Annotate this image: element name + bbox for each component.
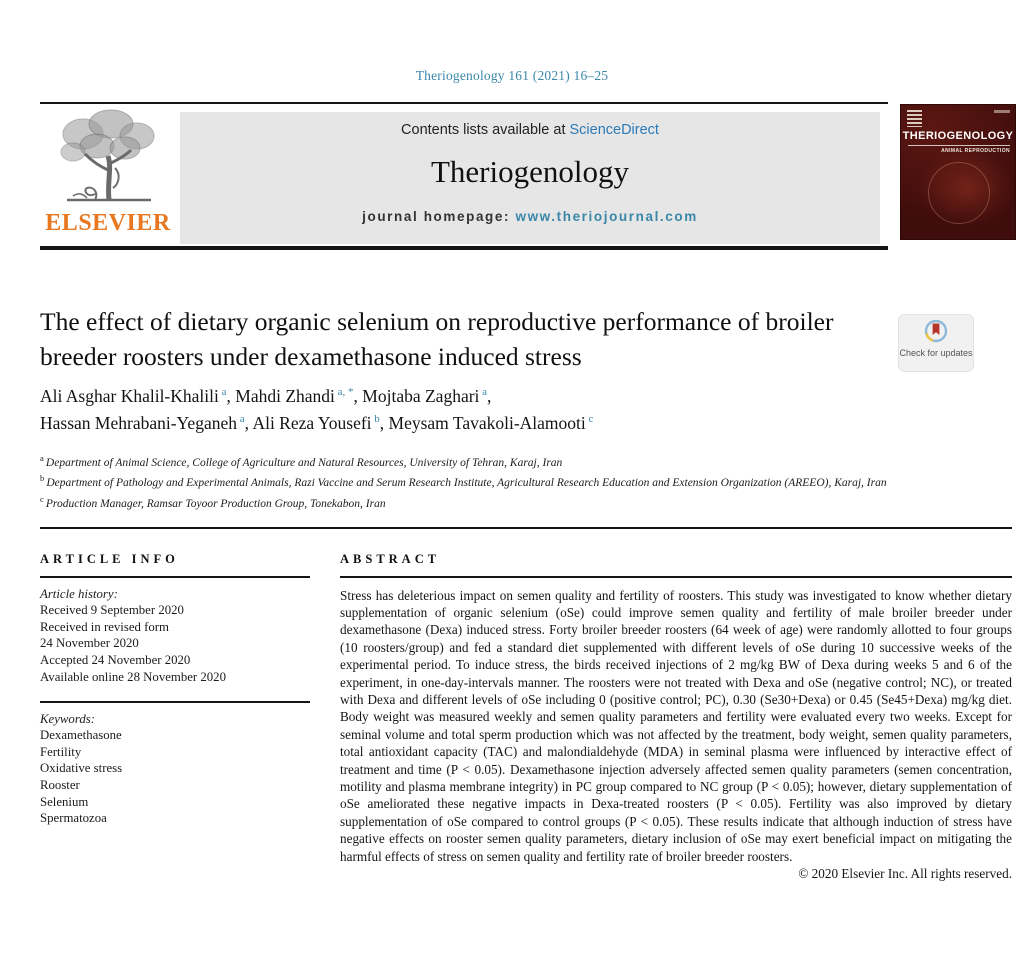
affiliation-item: a Department of Animal Science, College … [40,452,910,472]
keyword-item: Selenium [40,794,89,809]
affiliation-text: Department of Animal Science, College of… [45,456,563,469]
author-name: Ali Asghar Khalil-Khalili [40,386,219,406]
header-bottom-rule [40,246,888,250]
affiliation-sup: c [40,493,46,504]
author-separator: , [353,386,363,406]
history-line: Received in revised form [40,619,169,634]
affiliation-text: Department of Pathology and Experimental… [46,477,887,490]
article-info-heading: ARTICLE INFO [40,552,179,566]
keyword-item: Rooster [40,778,80,792]
history-line: Accepted 24 November 2020 [40,652,191,667]
cover-divider [908,145,1010,146]
abstract-rule [340,576,1012,578]
author-name: Mahdi Zhandi [235,386,335,406]
article-info-column: ARTICLE INFO Article history: Received 9… [40,552,310,827]
author-separator: , [379,413,389,434]
journal-name: Theriogenology [430,154,629,189]
history-line: Available online 28 November 2020 [40,669,226,684]
affiliation-list: a Department of Animal Science, College … [40,452,910,513]
header-top-rule [40,102,888,104]
section-divider-rule [40,527,1012,529]
journal-citation: Theriogenology 161 (2021) 16–25 [415,68,609,83]
article-title: The effect of dietary organic selenium o… [40,307,834,372]
journal-homepage-link[interactable]: www.theriojournal.com [515,209,698,224]
cover-cell-image [928,162,990,224]
author-separator: , [487,386,492,406]
abstract-heading: ABSTRACT [340,552,441,566]
keyword-item: Fertility [40,744,82,759]
author-affiliation-sup: a [237,413,245,426]
elsevier-tree-icon [60,109,155,202]
author-name: Hassan Mehrabani-Yeganeh [40,413,237,434]
author-line: Hassan Mehrabani-Yeganeh a, Ali Reza You… [40,410,880,437]
abstract-column: ABSTRACT Stress has deleterious impact o… [340,552,1012,882]
keyword-item: Dexamethasone [40,728,122,743]
journal-cover-thumbnail: THERIOGENOLOGY ANIMAL REPRODUCTION [900,104,1016,240]
keywords-list: Dexamethasone Fertility Oxidative stress Ro… [40,727,310,827]
author-separator: , [244,413,253,434]
author-line: Ali Asghar Khalil-Khalili a, Mahdi Zhand… [40,383,880,410]
abstract-text: Stress has deleterious impact on semen q… [340,587,1012,864]
affiliation-item: c Production Manager, Ramsar Toyoor Prod… [40,493,910,513]
keywords-rule [40,701,310,704]
article-info-rule [40,576,310,578]
author-affiliation-sup: a [218,386,227,399]
cover-publisher-mark-icon [907,110,922,127]
author-affiliation-sup: b [371,413,380,426]
crossmark-icon [924,319,948,343]
affiliation-item: b Department of Pathology and Experiment… [40,472,910,492]
copyright-line: © 2020 Elsevier Inc. All rights reserved… [798,866,1012,881]
cover-volume-text [994,110,1010,113]
check-for-updates-label: Check for updates [899,348,973,358]
author-affiliation-sup: a [479,386,488,399]
author-affiliation-sup: c [585,413,594,426]
homepage-line: journal homepage: www.theriojournal.com [180,209,880,224]
article-history-list: Received 9 September 2020 Received in rev… [40,602,310,685]
elsevier-wordmark: ELSEVIER [45,210,171,236]
check-for-updates-badge[interactable]: Check for updates [898,314,974,372]
author-list: Ali Asghar Khalil-Khalili a, Mahdi Zhand… [40,383,880,437]
keyword-item: Spermatozoa [40,811,107,826]
author-name: Meysam Tavakoli-Alamooti [388,413,586,434]
author-name: Mojtaba Zaghari [362,386,480,406]
author-name: Ali Reza Yousefi [252,413,372,434]
contents-list-text: Contents lists available at [401,122,566,138]
article-history-label: Article history: [40,587,118,601]
history-line: Received 9 September 2020 [40,603,184,617]
journal-banner: Contents lists available at ScienceDirec… [180,112,880,244]
author-separator: , [226,386,236,406]
cover-journal-title: THERIOGENOLOGY [902,130,1014,142]
author-affiliation-sup: a, * [334,386,354,399]
elsevier-logo: ELSEVIER [40,108,176,246]
cover-journal-subtitle: ANIMAL REPRODUCTION [941,148,1010,154]
homepage-label: journal homepage: [362,209,511,224]
keyword-item: Oxidative stress [40,761,123,776]
sciencedirect-link[interactable]: ScienceDirect [569,122,659,138]
affiliation-sup: a [40,453,46,463]
keywords-label: Keywords: [40,712,95,727]
affiliation-sup: b [40,473,47,484]
affiliation-text: Production Manager, Ramsar Toyoor Produc… [45,497,386,510]
contents-list-line: Contents lists available at ScienceDirec… [180,112,880,138]
history-line: 24 November 2020 [40,636,139,651]
